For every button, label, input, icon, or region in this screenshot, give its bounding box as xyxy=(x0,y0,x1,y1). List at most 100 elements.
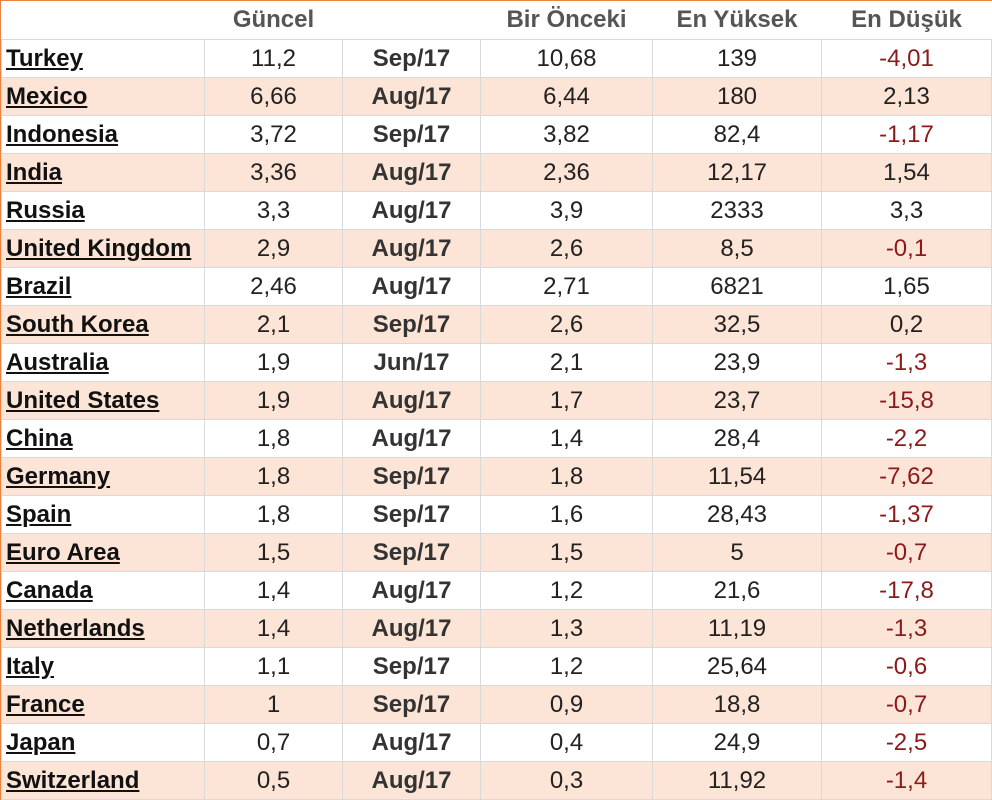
table-row: Mexico 6,66 Aug/17 6,44 180 2,13 xyxy=(1,77,992,116)
lowest-value: 1,65 xyxy=(821,267,992,306)
table-row: France 1 Sep/17 0,9 18,8 -0,7 xyxy=(1,685,992,724)
table-row: Italy 1,1 Sep/17 1,2 25,64 -0,6 xyxy=(1,647,992,686)
period-date: Aug/17 xyxy=(342,267,481,306)
previous-value: 1,4 xyxy=(480,419,653,458)
period-date: Aug/17 xyxy=(342,761,481,800)
period-date: Aug/17 xyxy=(342,609,481,648)
highest-value: 11,92 xyxy=(652,761,822,800)
previous-value: 0,3 xyxy=(480,761,653,800)
country-link[interactable]: Euro Area xyxy=(1,533,205,572)
lowest-value: -1,4 xyxy=(821,761,992,800)
previous-value: 1,2 xyxy=(480,647,653,686)
highest-value: 28,43 xyxy=(652,495,822,534)
country-link[interactable]: France xyxy=(1,685,205,724)
country-link[interactable]: Turkey xyxy=(1,39,205,78)
country-link[interactable]: Brazil xyxy=(1,267,205,306)
current-value: 2,9 xyxy=(204,229,343,268)
lowest-value: -15,8 xyxy=(821,381,992,420)
period-date: Sep/17 xyxy=(342,495,481,534)
previous-value: 10,68 xyxy=(480,39,653,78)
lowest-value: -0,7 xyxy=(821,533,992,572)
period-date: Aug/17 xyxy=(342,77,481,116)
current-value: 1,9 xyxy=(204,343,343,382)
lowest-value: -7,62 xyxy=(821,457,992,496)
current-value: 1 xyxy=(204,685,343,724)
lowest-value: -1,17 xyxy=(821,115,992,154)
period-date: Aug/17 xyxy=(342,419,481,458)
previous-value: 2,1 xyxy=(480,343,653,382)
table-row: Canada 1,4 Aug/17 1,2 21,6 -17,8 xyxy=(1,571,992,610)
country-link[interactable]: Russia xyxy=(1,191,205,230)
country-link[interactable]: China xyxy=(1,419,205,458)
lowest-value: -4,01 xyxy=(821,39,992,78)
previous-value: 1,2 xyxy=(480,571,653,610)
table-row: Brazil 2,46 Aug/17 2,71 6821 1,65 xyxy=(1,267,992,306)
table-row: China 1,8 Aug/17 1,4 28,4 -2,2 xyxy=(1,419,992,458)
period-date: Sep/17 xyxy=(342,647,481,686)
previous-value: 1,3 xyxy=(480,609,653,648)
period-date: Jun/17 xyxy=(342,343,481,382)
period-date: Sep/17 xyxy=(342,39,481,78)
current-value: 1,8 xyxy=(204,419,343,458)
table-row: Turkey 11,2 Sep/17 10,68 139 -4,01 xyxy=(1,39,992,78)
country-link[interactable]: Mexico xyxy=(1,77,205,116)
previous-value: 2,6 xyxy=(480,305,653,344)
table-row: Switzerland 0,5 Aug/17 0,3 11,92 -1,4 xyxy=(1,761,992,800)
highest-value: 32,5 xyxy=(652,305,822,344)
country-link[interactable]: Australia xyxy=(1,343,205,382)
previous-value: 1,7 xyxy=(480,381,653,420)
current-value: 0,5 xyxy=(204,761,343,800)
table-row: Russia 3,3 Aug/17 3,9 2333 3,3 xyxy=(1,191,992,230)
country-link[interactable]: United States xyxy=(1,381,205,420)
highest-value: 23,7 xyxy=(652,381,822,420)
lowest-value: 3,3 xyxy=(821,191,992,230)
country-link[interactable]: Italy xyxy=(1,647,205,686)
table-row: United States 1,9 Aug/17 1,7 23,7 -15,8 xyxy=(1,381,992,420)
current-value: 11,2 xyxy=(204,39,343,78)
lowest-value: -2,2 xyxy=(821,419,992,458)
current-value: 1,8 xyxy=(204,457,343,496)
period-date: Aug/17 xyxy=(342,571,481,610)
lowest-value: -1,3 xyxy=(821,343,992,382)
table-row: Japan 0,7 Aug/17 0,4 24,9 -2,5 xyxy=(1,723,992,762)
country-link[interactable]: United Kingdom xyxy=(1,229,205,268)
table-row: Germany 1,8 Sep/17 1,8 11,54 -7,62 xyxy=(1,457,992,496)
country-link[interactable]: Canada xyxy=(1,571,205,610)
lowest-value: -0,7 xyxy=(821,685,992,724)
previous-value: 1,8 xyxy=(480,457,653,496)
period-date: Sep/17 xyxy=(342,533,481,572)
previous-value: 1,6 xyxy=(480,495,653,534)
table-row: Euro Area 1,5 Sep/17 1,5 5 -0,7 xyxy=(1,533,992,572)
country-link[interactable]: Germany xyxy=(1,457,205,496)
lowest-value: -0,1 xyxy=(821,229,992,268)
table-row: Netherlands 1,4 Aug/17 1,3 11,19 -1,3 xyxy=(1,609,992,648)
current-value: 6,66 xyxy=(204,77,343,116)
period-date: Aug/17 xyxy=(342,191,481,230)
lowest-value: 2,13 xyxy=(821,77,992,116)
country-link[interactable]: Indonesia xyxy=(1,115,205,154)
current-value: 2,1 xyxy=(204,305,343,344)
country-link[interactable]: Japan xyxy=(1,723,205,762)
country-link[interactable]: Switzerland xyxy=(1,761,205,800)
previous-value: 2,71 xyxy=(480,267,653,306)
lowest-value: -0,6 xyxy=(821,647,992,686)
previous-value: 0,9 xyxy=(480,685,653,724)
lowest-value: 1,54 xyxy=(821,153,992,192)
period-date: Aug/17 xyxy=(342,153,481,192)
period-date: Sep/17 xyxy=(342,305,481,344)
period-date: Aug/17 xyxy=(342,229,481,268)
previous-value: 2,6 xyxy=(480,229,653,268)
country-link[interactable]: India xyxy=(1,153,205,192)
country-link[interactable]: Netherlands xyxy=(1,609,205,648)
current-value: 1,4 xyxy=(204,609,343,648)
previous-value: 0,4 xyxy=(480,723,653,762)
country-link[interactable]: South Korea xyxy=(1,305,205,344)
current-value: 1,8 xyxy=(204,495,343,534)
highest-value: 18,8 xyxy=(652,685,822,724)
country-link[interactable]: Spain xyxy=(1,495,205,534)
table-row: United Kingdom 2,9 Aug/17 2,6 8,5 -0,1 xyxy=(1,229,992,268)
highest-value: 139 xyxy=(652,39,822,78)
current-value: 1,1 xyxy=(204,647,343,686)
